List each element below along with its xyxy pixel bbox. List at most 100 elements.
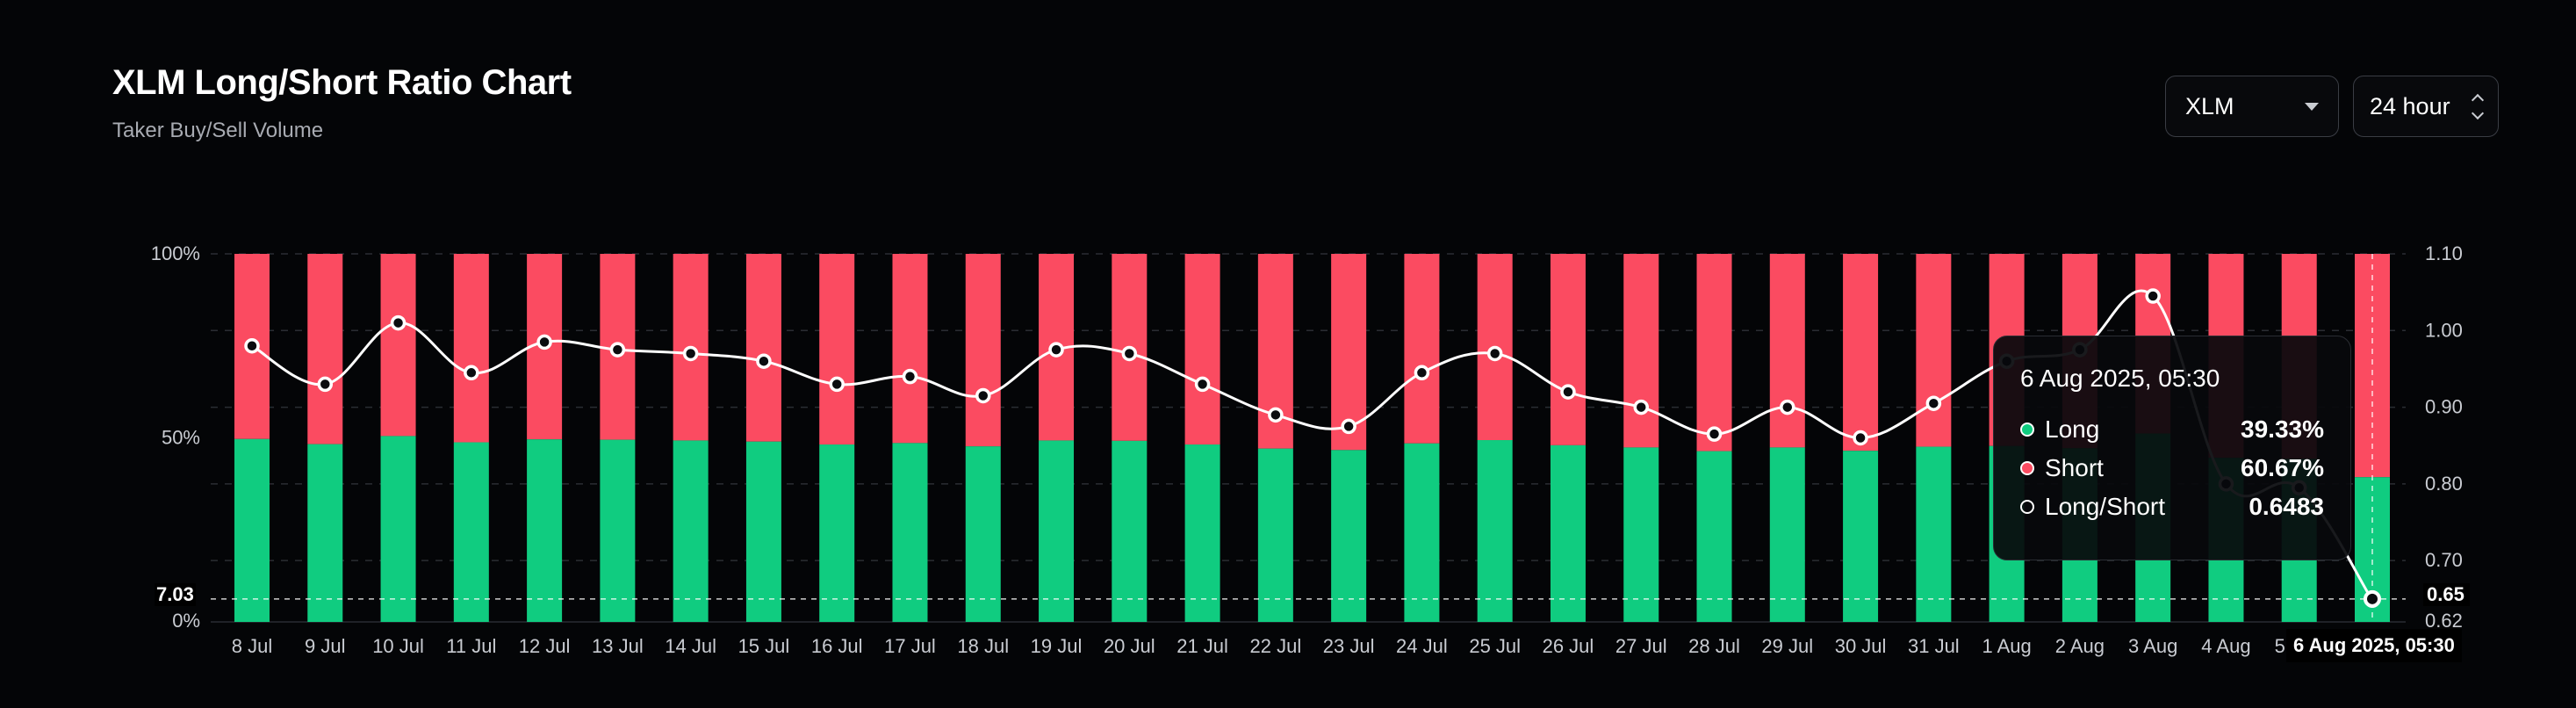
- x-axis-tick: 12 Jul: [519, 635, 571, 657]
- ratio-point: [1706, 426, 1723, 442]
- tooltip-row-ratio: Long/Short 0.6483: [2020, 488, 2324, 526]
- short-bar: [965, 254, 1001, 447]
- long-bar: [453, 442, 489, 622]
- long-bar: [1477, 440, 1513, 622]
- x-axis-tick: 30 Jul: [1835, 635, 1887, 657]
- long-bar: [380, 436, 416, 622]
- long-bar: [673, 440, 709, 622]
- x-axis-tick: 28 Jul: [1688, 635, 1740, 657]
- chart-subtitle: Taker Buy/Sell Volume: [112, 119, 324, 142]
- long-bar: [1550, 444, 1586, 622]
- ratio-point: [536, 334, 552, 350]
- long-bar: [1916, 446, 1952, 622]
- right-axis-tick: 0.62: [2425, 610, 2463, 632]
- right-axis-tick: 1.10: [2425, 242, 2463, 264]
- ratio-point: [244, 338, 260, 354]
- x-axis-tick: 1 Aug: [1982, 635, 2031, 657]
- coin-select-value: XLM: [2185, 92, 2234, 119]
- ratio-point: [829, 376, 845, 393]
- coin-select[interactable]: XLM: [2165, 76, 2339, 137]
- long-bar: [1331, 450, 1367, 622]
- short-bar: [1623, 254, 1659, 448]
- ratio-point: [682, 345, 699, 362]
- ratio-point: [1268, 407, 1284, 423]
- right-axis-tick: 0.80: [2425, 473, 2463, 495]
- x-axis-tick: 14 Jul: [665, 635, 716, 657]
- short-bar: [1916, 254, 1952, 447]
- long-bar: [1769, 447, 1805, 622]
- long-bar: [819, 444, 855, 622]
- chart-header: XLM Long/Short Ratio Chart Taker Buy/Sel…: [112, 63, 572, 143]
- tooltip-row-long: Long 39.33%: [2020, 410, 2324, 449]
- chevron-down-icon: [2305, 102, 2319, 111]
- tooltip-value: 0.6483: [2249, 493, 2324, 520]
- crosshair-right-value: 0.65: [2423, 583, 2470, 606]
- ratio-point: [975, 387, 991, 404]
- x-axis-tick: 27 Jul: [1615, 635, 1667, 657]
- long-bar: [1623, 447, 1659, 622]
- short-bar: [1769, 254, 1805, 448]
- period-select[interactable]: 24 hour: [2353, 76, 2499, 137]
- x-axis-tick: 19 Jul: [1031, 635, 1083, 657]
- period-select-value: 24 hour: [2370, 92, 2450, 119]
- ratio-point: [317, 376, 334, 393]
- short-bar: [453, 254, 489, 443]
- long-bar: [745, 441, 781, 622]
- ratio-point: [1560, 384, 1576, 400]
- long-bar: [892, 443, 928, 622]
- long-bar: [1039, 440, 1075, 622]
- long-bar: [965, 446, 1001, 622]
- ratio-point: [1048, 342, 1064, 358]
- tooltip-title: 6 Aug 2025, 05:30: [2020, 365, 2220, 392]
- tooltip-label: Long: [2045, 415, 2100, 443]
- x-axis-tick: 23 Jul: [1323, 635, 1375, 657]
- short-bar: [2355, 254, 2390, 478]
- ratio-point: [902, 368, 918, 385]
- ratio-point: [1780, 399, 1795, 415]
- crosshair-left-value: 7.03: [155, 583, 196, 606]
- ratio-point: [1486, 345, 1503, 362]
- right-axis-tick: 0.70: [2425, 549, 2463, 571]
- short-bar: [380, 254, 416, 437]
- active-point: [2364, 589, 2381, 608]
- x-axis-tick: 9 Jul: [305, 635, 345, 657]
- ratio-legend-icon: [2020, 500, 2034, 514]
- x-axis-tick: 31 Jul: [1908, 635, 1960, 657]
- tooltip-value: 60.67%: [2241, 454, 2324, 481]
- tooltip-row-short: Short 60.67%: [2020, 449, 2324, 488]
- x-axis-tick: 16 Jul: [811, 635, 863, 657]
- ratio-point: [756, 353, 772, 369]
- ratio-point: [1633, 399, 1649, 415]
- x-axis-tick: 11 Jul: [446, 635, 496, 657]
- x-axis-tick: 3 Aug: [2128, 635, 2177, 657]
- short-bar: [307, 254, 343, 444]
- x-axis-tick: 20 Jul: [1104, 635, 1155, 657]
- short-bar: [1843, 254, 1879, 452]
- ratio-point: [609, 342, 626, 358]
- x-axis-tick: 4 Aug: [2201, 635, 2250, 657]
- x-axis-tick: 21 Jul: [1176, 635, 1228, 657]
- short-bar: [1696, 254, 1732, 452]
- tooltip-label: Long/Short: [2045, 493, 2165, 520]
- long-bar: [600, 439, 636, 622]
- left-axis-tick: 50%: [162, 427, 200, 449]
- right-axis-tick: 1.00: [2425, 319, 2463, 341]
- tooltip-label: Short: [2045, 454, 2104, 481]
- long-bar: [1843, 451, 1879, 622]
- x-axis-tick: 25 Jul: [1469, 635, 1521, 657]
- short-bar: [1550, 254, 1586, 445]
- x-axis-tick: 24 Jul: [1396, 635, 1448, 657]
- long-legend-icon: [2020, 423, 2034, 437]
- long-bar: [1184, 444, 1220, 622]
- left-axis-tick: 100%: [151, 242, 200, 264]
- x-axis-tick: 26 Jul: [1543, 635, 1594, 657]
- x-axis-tick: 13 Jul: [592, 635, 644, 657]
- ratio-point: [390, 314, 407, 331]
- short-bar: [892, 254, 928, 444]
- ratio-point: [2145, 288, 2161, 304]
- long-bar: [307, 444, 343, 622]
- x-axis-tick: 18 Jul: [957, 635, 1009, 657]
- ratio-point: [1341, 418, 1356, 435]
- ratio-point: [464, 365, 479, 381]
- x-axis-tick: 29 Jul: [1761, 635, 1813, 657]
